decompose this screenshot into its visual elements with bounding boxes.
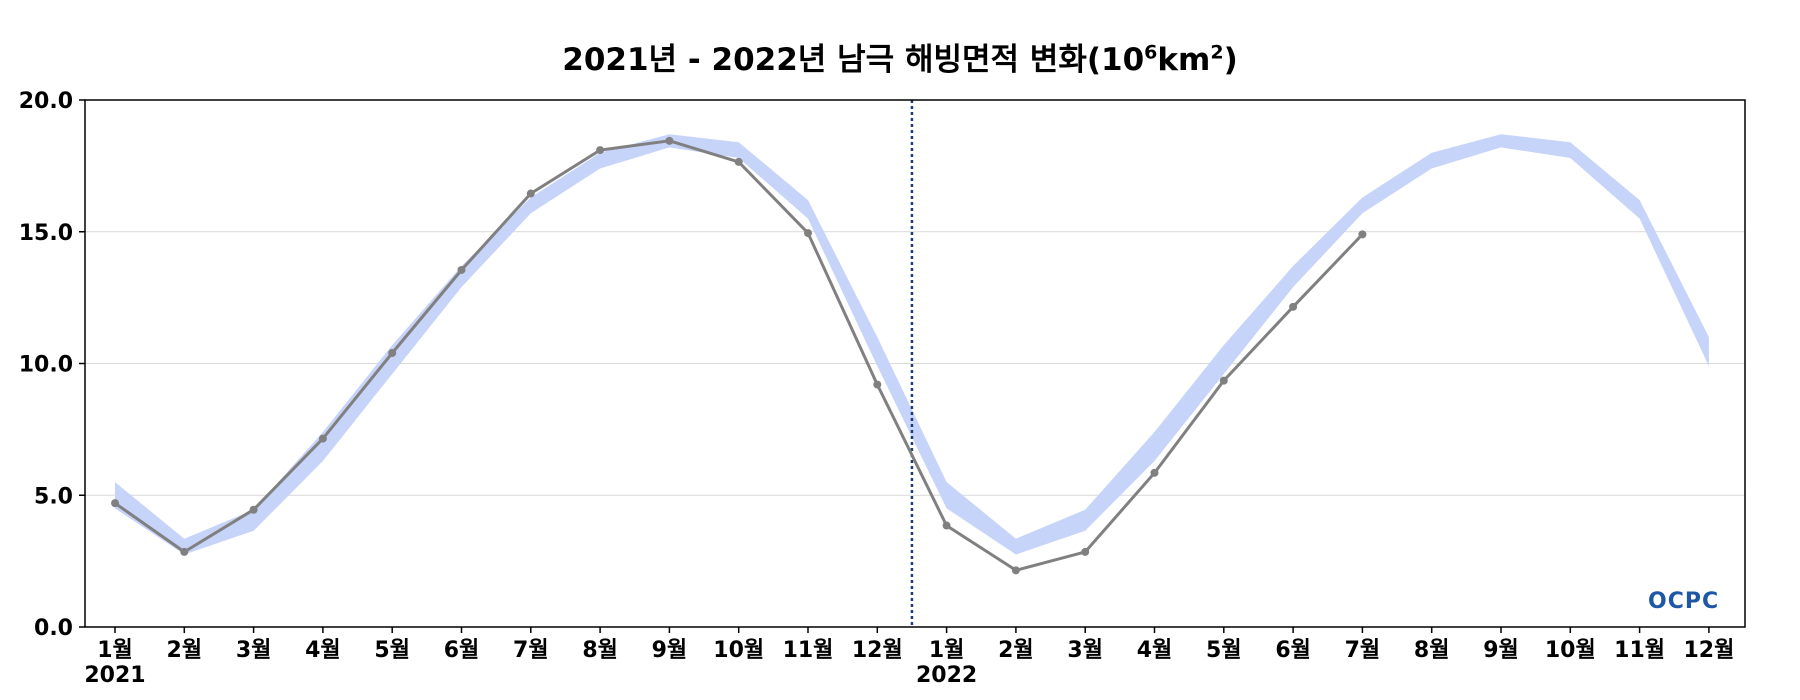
data-point — [873, 380, 882, 389]
data-point — [180, 547, 189, 556]
x-tick-label: 6월 — [1275, 638, 1311, 663]
x-tick-label: 7월 — [513, 638, 549, 663]
ocpc-logo: OCPC — [1648, 589, 1719, 614]
data-point — [1150, 468, 1159, 477]
x-tick-label: 1월 — [929, 638, 965, 663]
x-tick-label: 10월 — [713, 638, 764, 663]
data-point — [734, 157, 743, 166]
series-line — [114, 139, 1364, 572]
x-tick-label: 4월 — [305, 638, 341, 663]
year-label: 2021 — [84, 663, 145, 688]
x-tick-label: 5월 — [374, 638, 410, 663]
x-tick-label: 11월 — [783, 638, 834, 663]
data-point — [388, 348, 397, 357]
x-tick-label: 1월 — [97, 638, 133, 663]
data-point — [318, 434, 327, 443]
chart-title: 2021년 - 2022년 남극 해빙면적 변화(106km2) — [562, 41, 1238, 78]
x-tick-label: 10월 — [1545, 638, 1596, 663]
data-point — [942, 521, 951, 530]
x-tick-label: 5월 — [1206, 638, 1242, 663]
data-point — [457, 265, 466, 274]
data-point — [1011, 566, 1020, 575]
x-tick-label: 2월 — [167, 638, 203, 663]
x-tick-label: 6월 — [444, 638, 480, 663]
data-point — [1219, 376, 1228, 385]
x-tick-label: 8월 — [582, 638, 618, 663]
x-tick-label: 2월 — [998, 638, 1034, 663]
y-axis-ticks: 0.0 5.0 10.0 15.0 20.0 — [19, 89, 85, 641]
data-point — [1358, 230, 1367, 239]
data-point — [1081, 547, 1090, 556]
x-tick-label: 12월 — [852, 638, 903, 663]
data-point — [249, 505, 258, 514]
x-axis-ticks: 1월 2월 3월 4월 5월 6월 7월 8월 9월 10월 11월 12월 1월 2월 3월 4월 5월 6월 7… — [97, 627, 1734, 663]
y-tick-label: 15.0 — [19, 221, 73, 246]
y-tick-label: 10.0 — [19, 353, 73, 378]
x-tick-label: 11월 — [1614, 638, 1665, 663]
y-tick-label: 20.0 — [19, 89, 73, 114]
grid-lines — [85, 231, 1745, 496]
ocpc-logo-text: OCPC — [1648, 589, 1719, 614]
x-tick-label: 9월 — [652, 638, 688, 663]
data-point — [665, 136, 674, 145]
data-point — [111, 499, 119, 508]
x-tick-label: 8월 — [1414, 638, 1450, 663]
data-point — [526, 189, 535, 198]
x-tick-label: 7월 — [1345, 638, 1381, 663]
data-point — [804, 229, 812, 238]
x-tick-label: 9월 — [1483, 638, 1519, 663]
x-tick-label: 3월 — [236, 638, 272, 663]
year-label: 2022 — [916, 663, 977, 688]
x-tick-label: 12월 — [1683, 638, 1734, 663]
x-tick-label: 4월 — [1137, 638, 1173, 663]
y-tick-label: 5.0 — [34, 484, 73, 509]
y-tick-label: 0.0 — [34, 616, 73, 641]
data-point — [596, 146, 605, 155]
year-labels: 2021 2022 — [84, 663, 977, 688]
x-tick-label: 3월 — [1067, 638, 1103, 663]
data-point — [1289, 302, 1298, 311]
sea-ice-series — [111, 136, 1367, 575]
